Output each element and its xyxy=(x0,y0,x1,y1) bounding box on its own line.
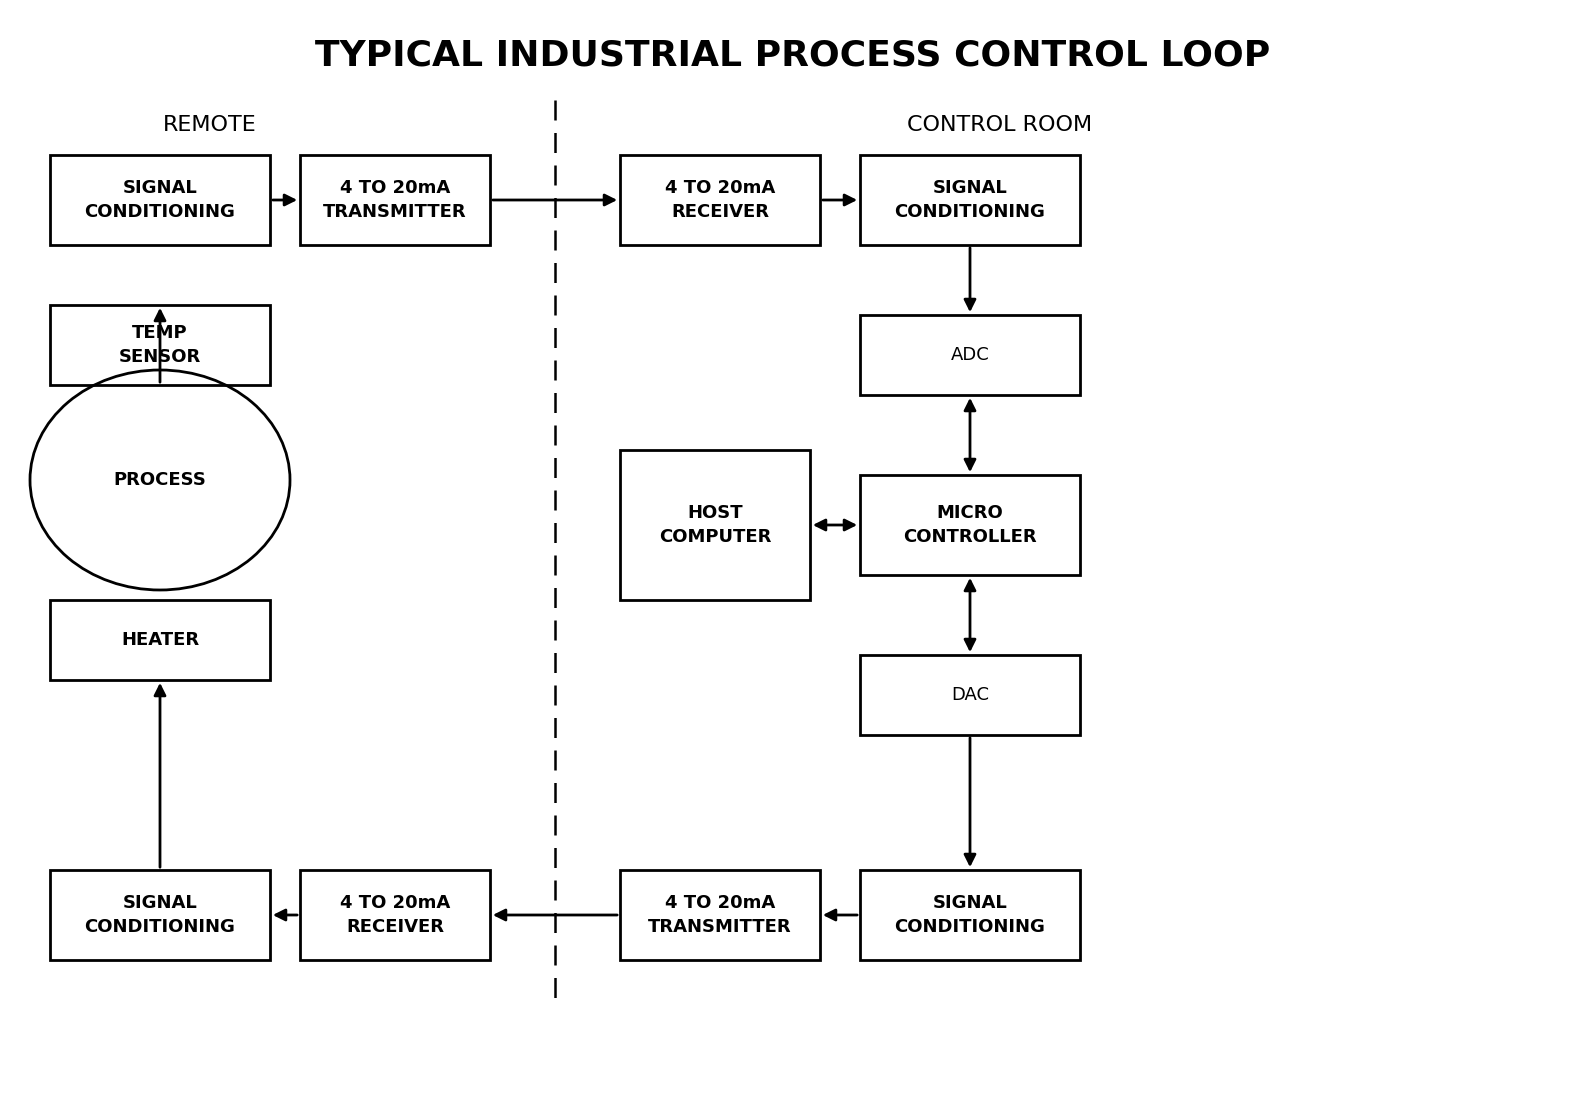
Bar xyxy=(860,315,1080,395)
Text: 4 TO 20mA
RECEIVER: 4 TO 20mA RECEIVER xyxy=(665,179,776,220)
Bar xyxy=(300,155,490,245)
Text: HEATER: HEATER xyxy=(121,631,200,650)
Text: CONTROL ROOM: CONTROL ROOM xyxy=(907,115,1093,135)
Text: SIGNAL
CONDITIONING: SIGNAL CONDITIONING xyxy=(895,179,1045,220)
Bar xyxy=(51,870,270,960)
Text: SIGNAL
CONDITIONING: SIGNAL CONDITIONING xyxy=(84,894,235,936)
Text: ADC: ADC xyxy=(950,345,990,364)
Bar xyxy=(51,305,270,385)
Text: MICRO
CONTROLLER: MICRO CONTROLLER xyxy=(902,504,1037,546)
Bar xyxy=(860,655,1080,735)
Bar xyxy=(620,155,820,245)
Bar xyxy=(860,870,1080,960)
Text: 4 TO 20mA
TRANSMITTER: 4 TO 20mA TRANSMITTER xyxy=(649,894,791,936)
Text: SIGNAL
CONDITIONING: SIGNAL CONDITIONING xyxy=(895,894,1045,936)
Bar xyxy=(51,600,270,680)
Text: TYPICAL INDUSTRIAL PROCESS CONTROL LOOP: TYPICAL INDUSTRIAL PROCESS CONTROL LOOP xyxy=(316,38,1270,72)
Bar xyxy=(620,870,820,960)
Bar xyxy=(51,155,270,245)
Text: HOST
COMPUTER: HOST COMPUTER xyxy=(658,504,771,546)
Text: 4 TO 20mA
TRANSMITTER: 4 TO 20mA TRANSMITTER xyxy=(324,179,466,220)
Text: TEMP
SENSOR: TEMP SENSOR xyxy=(119,324,201,366)
Text: DAC: DAC xyxy=(952,686,990,704)
Bar xyxy=(620,451,810,600)
Bar xyxy=(300,870,490,960)
Text: PROCESS: PROCESS xyxy=(114,471,206,489)
Bar xyxy=(860,475,1080,575)
Bar xyxy=(860,155,1080,245)
Text: SIGNAL
CONDITIONING: SIGNAL CONDITIONING xyxy=(84,179,235,220)
Text: 4 TO 20mA
RECEIVER: 4 TO 20mA RECEIVER xyxy=(339,894,450,936)
Text: REMOTE: REMOTE xyxy=(163,115,257,135)
